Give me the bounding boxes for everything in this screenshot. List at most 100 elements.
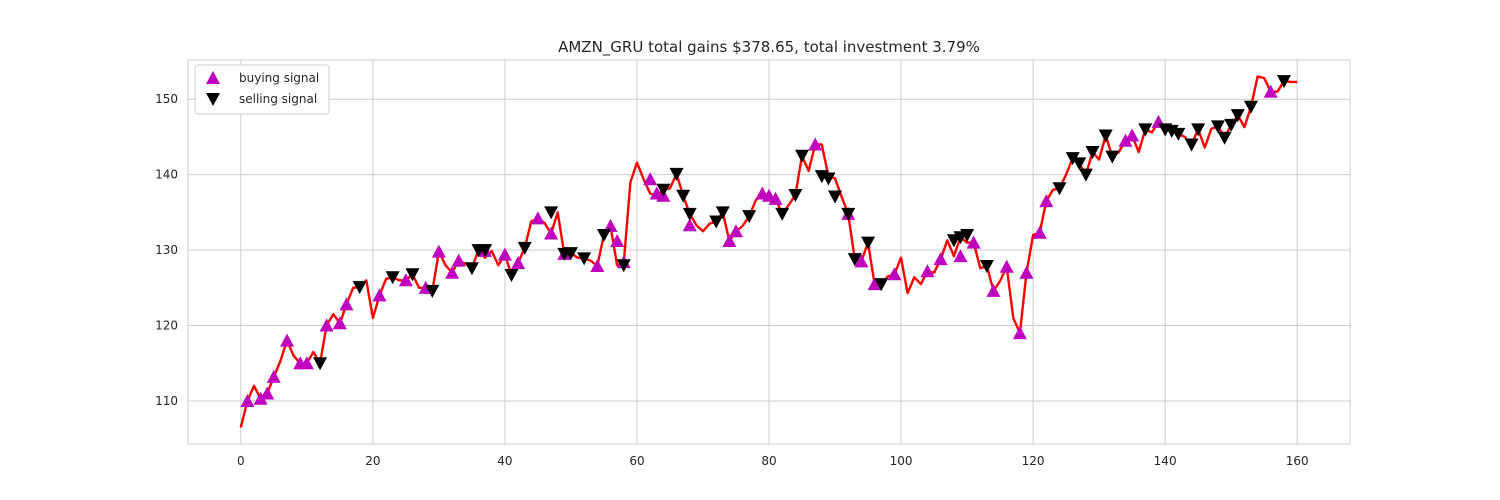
selling-signal-marker: [425, 284, 440, 298]
buying-signal-marker: [445, 265, 460, 279]
legend-selling-marker-icon: [206, 93, 220, 106]
chart-title: AMZN_GRU total gains $378.65, total inve…: [558, 38, 980, 57]
buying-signal-marker: [497, 247, 512, 261]
selling-signal-marker: [1210, 120, 1225, 134]
selling-signal-marker: [1072, 157, 1087, 171]
y-tick-label: 150: [155, 92, 178, 106]
buying-signal-marker: [253, 391, 268, 405]
selling-signal-marker: [616, 259, 631, 273]
buying-signal-marker: [319, 318, 334, 332]
selling-signal-marker: [979, 259, 994, 273]
buying-signal-marker: [867, 277, 882, 291]
selling-signal-marker: [861, 236, 876, 250]
selling-signal-marker: [1098, 129, 1113, 143]
buying-signal-marker: [722, 234, 737, 248]
selling-signal-marker: [788, 189, 803, 203]
selling-signal-marker: [847, 253, 862, 267]
buying-signal-marker: [332, 316, 347, 330]
selling-signal-marker: [385, 271, 400, 285]
selling-signal-marker: [563, 247, 578, 261]
buying-signal-marker: [808, 137, 823, 151]
x-tick-label: 160: [1286, 454, 1309, 468]
buying-signal-marker: [1125, 128, 1140, 142]
x-tick-label: 80: [761, 454, 776, 468]
x-tick-label: 60: [629, 454, 644, 468]
y-tick-label: 130: [155, 243, 178, 257]
selling-signal-marker: [504, 269, 519, 283]
buying-signal-marker: [643, 172, 658, 186]
x-tick-labels: 0 20 40 60 80 100 120 140 160: [237, 454, 1309, 468]
buying-signal-marker: [1032, 225, 1047, 239]
buying-signal-marker: [728, 224, 743, 238]
y-tick-label: 120: [155, 319, 178, 333]
legend-box: [194, 64, 330, 115]
buying-signal-marker: [339, 297, 354, 311]
buying-signal-marker: [431, 244, 446, 258]
selling-signal-marker: [1171, 127, 1186, 141]
legend-buying-marker-icon: [206, 71, 220, 84]
selling-signal-marker: [596, 229, 611, 243]
buying-signal-marker: [999, 259, 1014, 273]
buying-signal-marker: [854, 254, 869, 268]
selling-signal-marker: [544, 206, 559, 220]
buying-signal-marker: [1118, 133, 1133, 147]
selling-signal-marker: [1105, 150, 1120, 164]
selling-signal-marker: [1052, 182, 1067, 196]
buying-signal-marker: [953, 249, 968, 263]
selling-signal-marker: [841, 207, 856, 221]
selling-signal-marker: [1065, 152, 1080, 166]
selling-signal-marker: [682, 207, 697, 221]
selling-signal-marker: [405, 268, 420, 282]
selling-signal-marker: [669, 167, 684, 181]
selling-signal-marker: [1085, 146, 1100, 160]
selling-signal-marker: [313, 357, 328, 371]
selling-signal-marker: [1138, 123, 1153, 137]
buying-signal-marker: [299, 356, 314, 370]
selling-signal-marker: [795, 149, 810, 163]
selling-signal-marker: [1230, 109, 1245, 123]
buying-signal-marker: [1019, 265, 1034, 279]
buying-signal-marker: [1012, 326, 1027, 340]
buying-signal-marker: [887, 267, 902, 281]
buying-signal-marker: [511, 255, 526, 269]
buying-signal-marker: [986, 283, 1001, 297]
y-tick-labels: 110 120 130 140 150: [155, 92, 178, 408]
selling-signal-marker: [676, 189, 691, 203]
selling-signal-marker: [577, 252, 592, 266]
buying-signal-marker: [372, 288, 387, 302]
buying-signal-marker: [280, 333, 295, 347]
buying-signal-marker: [266, 369, 281, 383]
selling-signal-marker: [709, 215, 724, 229]
selling-signal-marker: [517, 241, 532, 255]
x-gridlines: [240, 60, 1298, 444]
selling-signal-marker: [478, 244, 493, 258]
selling-signal-marker: [1078, 168, 1093, 182]
buying-signal-marker: [240, 393, 255, 407]
buying-signal-marker: [610, 234, 625, 248]
buying-signal-marker: [544, 226, 559, 240]
selling-signal-marker: [1191, 123, 1206, 137]
buying-signal-marker: [590, 258, 605, 272]
buying-signal-marker: [260, 386, 275, 400]
selling-signal-marker: [960, 229, 975, 243]
selling-signal-layer: [313, 75, 1291, 371]
selling-signal-marker: [1184, 138, 1199, 152]
x-tick-label: 120: [1022, 454, 1045, 468]
selling-signal-marker: [656, 183, 671, 197]
legend-buying-label: buying signal: [239, 71, 319, 85]
selling-signal-marker: [1217, 131, 1232, 145]
x-tick-label: 0: [237, 454, 245, 468]
selling-signal-marker: [352, 281, 367, 295]
legend: buying signal selling signal: [194, 64, 330, 115]
x-tick-label: 140: [1154, 454, 1177, 468]
selling-signal-marker: [1243, 100, 1258, 114]
buying-signal-marker: [451, 253, 466, 267]
buying-signal-marker: [530, 211, 545, 225]
buying-signal-marker: [682, 218, 697, 232]
selling-signal-marker: [464, 262, 479, 276]
buying-signal-marker: [1263, 84, 1278, 98]
x-tick-label: 20: [365, 454, 380, 468]
buying-signal-marker: [603, 218, 618, 232]
buying-signal-marker: [768, 191, 783, 205]
x-tick-label: 100: [890, 454, 913, 468]
